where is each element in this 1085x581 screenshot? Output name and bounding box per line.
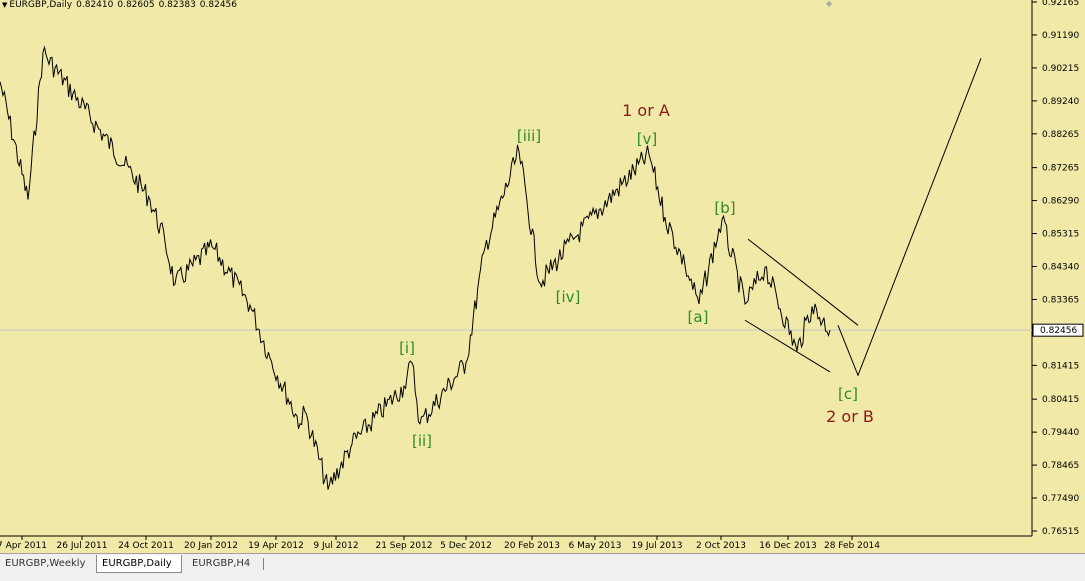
time-tick-label: 26 Jul 2011	[57, 541, 108, 551]
wave-label: [iv]	[556, 288, 581, 306]
wave-label: [ii]	[412, 432, 432, 450]
wave-label: [c]	[838, 385, 858, 403]
price-tick-label: 0.79440	[1042, 428, 1079, 438]
wave-label: 1 or A	[622, 101, 670, 120]
projection-line	[837, 58, 982, 377]
time-tick-label: 19 Apr 2012	[248, 541, 304, 551]
collapse-triangle-icon[interactable]: ▼	[2, 1, 8, 9]
price-tick-label: 0.92165	[1042, 0, 1079, 8]
price-tick-label: 0.81415	[1042, 361, 1079, 371]
price-tick-label: 0.88265	[1042, 130, 1079, 140]
time-tick-label: 2 Oct 2013	[696, 541, 746, 551]
price-tick-label: 0.87265	[1042, 164, 1079, 174]
time-tick-label: 7 Apr 2011	[0, 541, 47, 551]
high-price: 0.82605	[117, 0, 155, 10]
wave-label: [v]	[637, 130, 658, 148]
price-tick-label: 0.85315	[1042, 230, 1079, 240]
tab-eurgbp-daily[interactable]: EURGBP,Daily	[96, 555, 182, 573]
price-tick-label: 0.89240	[1042, 97, 1079, 107]
time-tick-label: 9 Jul 2012	[313, 541, 358, 551]
time-tick-label: 24 Oct 2011	[118, 541, 174, 551]
close-price: 0.82456	[199, 0, 238, 10]
price-tick-label: 0.83365	[1042, 295, 1079, 305]
time-tick-label: 19 Jul 2013	[632, 541, 683, 551]
time-tick-label: 16 Dec 2013	[759, 541, 817, 551]
wave-label: [a]	[688, 308, 709, 326]
tab-eurgbp-h4[interactable]: EURGBP,H4	[192, 558, 251, 569]
price-tick-label: 0.91190	[1042, 31, 1079, 41]
symbol-label: EURGBP,Daily	[9, 0, 73, 10]
channel-upper-line	[747, 238, 859, 326]
plot-background	[0, 0, 1032, 536]
current-price-label: 0.82456	[1040, 326, 1077, 336]
tab-eurgbp-weekly[interactable]: EURGBP,Weekly	[5, 558, 86, 569]
price-tick-label: 0.78465	[1042, 461, 1079, 471]
price-tick-label: 0.77490	[1042, 494, 1079, 504]
time-tick-label: 21 Sep 2012	[375, 541, 432, 551]
price-tick-label: 0.76515	[1042, 527, 1079, 537]
price-tick-label: 0.90215	[1042, 64, 1079, 74]
current-price-badge	[1032, 323, 1084, 337]
wave-label: [b]	[714, 199, 735, 217]
price-series-line	[0, 45, 831, 490]
time-tick-label: 28 Feb 2014	[824, 541, 880, 551]
time-tick-label: 6 May 2013	[569, 541, 622, 551]
price-tick-label: 0.84340	[1042, 263, 1079, 273]
price-chart[interactable]: 0.92165 0.91190 0.90215 0.89240 0.88265 0.872…	[0, 0, 1085, 553]
time-tick-label: 5 Dec 2012	[440, 541, 492, 551]
channel-lower-line	[744, 319, 831, 373]
time-tick-label: 20 Jan 2012	[184, 541, 238, 551]
tab-separator	[263, 558, 264, 570]
low-price: 0.82383	[158, 0, 196, 10]
scroll-marker-icon[interactable]: ◆	[826, 0, 833, 8]
open-price: 0.82410	[76, 0, 114, 10]
price-tick-label: 0.80415	[1042, 395, 1079, 405]
time-tick-label: 20 Feb 2013	[504, 541, 560, 551]
chart-header: ▼ EURGBP,Daily 0.82410 0.82605 0.82383 0.8245…	[0, 0, 241, 14]
wave-label: [i]	[399, 339, 415, 357]
chart-tab-bar: EURGBP,Weekly EURGBP,Daily EURGBP,H4	[0, 553, 1085, 581]
wave-label: [iii]	[517, 127, 541, 145]
price-tick-label: 0.86290	[1042, 197, 1079, 207]
wave-label: 2 or B	[826, 407, 874, 426]
